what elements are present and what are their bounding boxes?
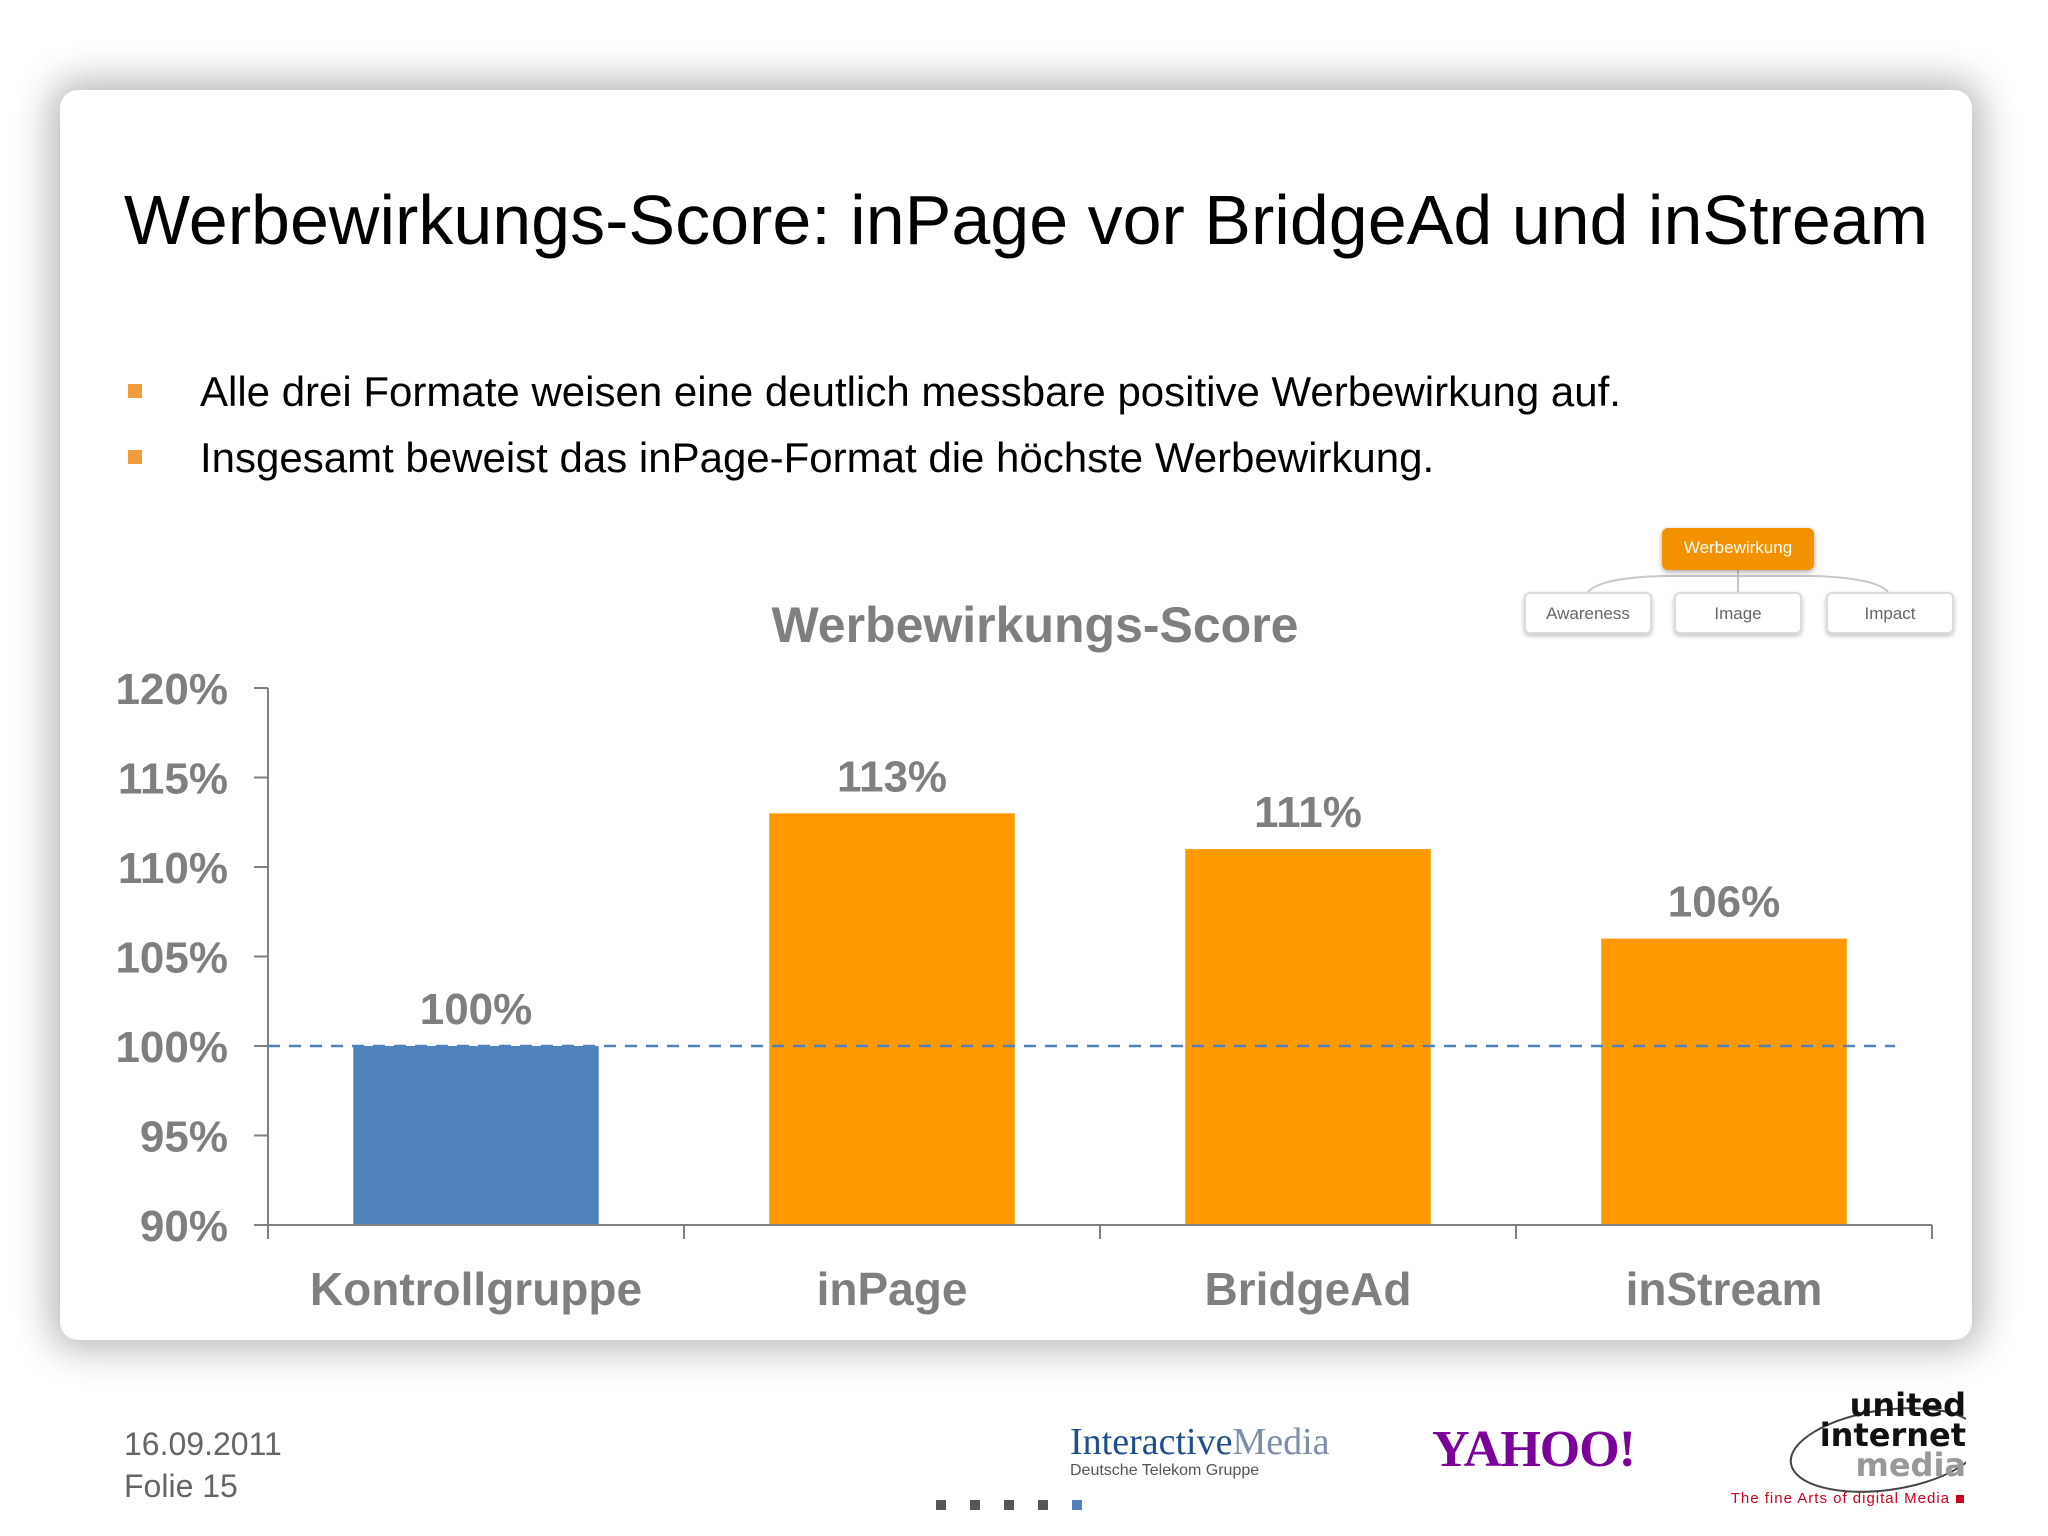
footer-slide-number: Folie 15 <box>124 1468 238 1504</box>
yahoo-logo: YAHOO! <box>1432 1421 1636 1478</box>
united-internet-media-logo: united internet media <box>1776 1388 1966 1508</box>
logo-tagline: The fine Arts of digital Media <box>1731 1490 1964 1507</box>
nav-dot <box>1072 1500 1082 1510</box>
data-label: 100% <box>420 985 533 1034</box>
slide-title: Werbewirkungs-Score: inPage vor BridgeAd… <box>124 181 1929 259</box>
logo-uim-united: united <box>1849 1386 1966 1424</box>
y-tick-label: 95% <box>140 1113 228 1162</box>
logo-tagline-text: The fine Arts of digital Media <box>1730 1490 1950 1507</box>
y-tick-label: 120% <box>115 665 228 714</box>
logo-im-media: Media <box>1232 1421 1330 1463</box>
footer-date: 16.09.2011 <box>124 1426 282 1462</box>
bullet-text: Insgesamt beweist das inPage-Format die … <box>200 434 1435 481</box>
data-label: 106% <box>1668 878 1781 927</box>
x-category-label: Kontrollgruppe <box>310 1263 642 1315</box>
x-category-label: inStream <box>1626 1263 1823 1315</box>
bar-bridgead <box>1185 849 1431 1225</box>
bullet-square-icon <box>128 384 142 398</box>
nav-dot <box>936 1500 946 1510</box>
bullet-text: Alle drei Formate weisen eine deutlich m… <box>200 368 1621 415</box>
nav-dot <box>970 1500 980 1510</box>
interactive-media-logo: InteractiveMedia Deutsche Telekom Gruppe <box>1070 1420 1330 1480</box>
bar-instream <box>1601 938 1847 1225</box>
chart-title: Werbewirkungs-Score <box>771 597 1298 653</box>
y-tick-label: 110% <box>118 844 228 893</box>
nav-dot <box>1038 1500 1048 1510</box>
y-tick-label: 90% <box>140 1202 228 1251</box>
diagram-child-awareness: Awareness <box>1524 592 1652 634</box>
diagram-child-image: Image <box>1674 592 1802 634</box>
nav-dot <box>1004 1500 1014 1510</box>
bullet-square-icon <box>128 450 142 464</box>
x-category-label: BridgeAd <box>1205 1263 1412 1315</box>
slide-progress-dots <box>936 1500 1082 1510</box>
bar-kontrollgruppe <box>353 1046 599 1225</box>
y-tick-label: 115% <box>118 755 228 804</box>
x-category-label: inPage <box>817 1263 968 1315</box>
y-tick-label: 105% <box>115 934 228 983</box>
logo-im-word: Interactive <box>1070 1421 1233 1463</box>
data-label: 113% <box>837 752 947 801</box>
data-label: 111% <box>1254 788 1362 837</box>
logo-im-subtitle: Deutsche Telekom Gruppe <box>1070 1462 1260 1479</box>
y-tick-label: 100% <box>115 1023 228 1072</box>
logo-uim-internet: internet <box>1819 1416 1966 1454</box>
diagram-root-werbewirkung: Werbewirkung <box>1662 528 1814 570</box>
tagline-square-icon <box>1956 1495 1964 1503</box>
diagram-child-impact: Impact <box>1826 592 1954 634</box>
logo-uim-media: media <box>1855 1446 1966 1484</box>
logo-swoosh-icon <box>1789 1407 1966 1493</box>
bar-inpage <box>769 813 1015 1225</box>
